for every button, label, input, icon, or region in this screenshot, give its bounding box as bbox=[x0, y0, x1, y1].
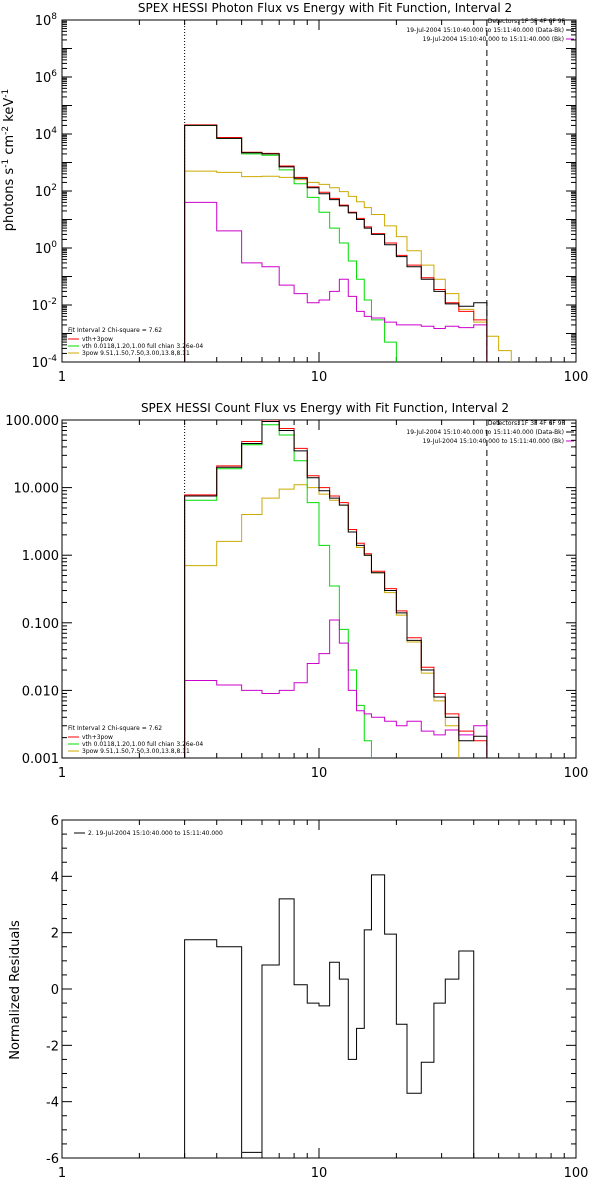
legend-entry: 3pow 9.51,1.50,7.50,3.00,13.8,8.11 bbox=[82, 748, 190, 755]
y-tick-exponent: 8 bbox=[51, 12, 57, 22]
x-tick-label: 1 bbox=[58, 1166, 66, 1181]
y-tick-exponent: -4 bbox=[48, 354, 57, 364]
y-tick-exponent: 4 bbox=[51, 126, 57, 136]
x-tick-label: 10 bbox=[311, 370, 328, 385]
y-tick-exponent: 0 bbox=[51, 240, 57, 250]
y-tick-label: 10.000 bbox=[14, 482, 60, 497]
legend-entry: vth+3pow bbox=[82, 336, 113, 343]
legend-entry: 19-Jul-2004 15:10:40.000 to 15:11:40.000… bbox=[406, 27, 564, 34]
series-group bbox=[184, 874, 475, 1158]
y-tick-label: 2 bbox=[51, 927, 59, 942]
y-axis-label: photons s-1 cm-2 keV-1 bbox=[1, 89, 17, 231]
legend-entry: 19-Jul-2004 15:10:40.000 to 15:11:40.000… bbox=[406, 429, 564, 436]
series-data-bk-line bbox=[184, 421, 488, 758]
legend-left: 2. 19-Jul-2004 15:10:40.000 to 15:11:40.… bbox=[74, 830, 223, 837]
legend-entry: Fit Interval 2 Chi-square = 7.62 bbox=[68, 327, 162, 334]
legend-entry: vth+3pow bbox=[82, 734, 113, 741]
y-tick-label: 0.100 bbox=[22, 617, 59, 632]
legend-entry: 2. 19-Jul-2004 15:10:40.000 to 15:11:40.… bbox=[88, 830, 223, 837]
y-tick-label: 6 bbox=[51, 814, 59, 829]
legend-entry: vth 0.0118,1.20,1.00 full chian 3.26e-04 bbox=[82, 741, 203, 748]
chart-title: SPEX HESSI Count Flux vs Energy with Fit… bbox=[141, 401, 509, 415]
legend-entry: vth 0.0118,1.20,1.00 full chian 3.26e-04 bbox=[82, 343, 203, 350]
x-tick-label: 100 bbox=[564, 1166, 589, 1181]
series-bk-line bbox=[184, 201, 488, 362]
series-vth-line bbox=[184, 124, 397, 362]
chart-title: SPEX HESSI Photon Flux vs Energy with Fi… bbox=[138, 1, 512, 15]
x-tick-label: 1 bbox=[58, 766, 66, 781]
y-tick-label: 0.001 bbox=[22, 752, 59, 767]
legend-right: Detectors: 1F 3F 4F 6F 9F 19-Jul-2004 15… bbox=[406, 420, 574, 445]
y-tick-label: -4 bbox=[46, 1096, 59, 1111]
series-2-19-jul-2004-15-10-40-000-to-15-11-40-000-line bbox=[184, 874, 475, 1158]
x-tick-label: 10 bbox=[311, 1166, 328, 1181]
y-tick-label: -2 bbox=[46, 1039, 59, 1054]
y-tick-exponent: -2 bbox=[48, 297, 57, 307]
y-tick-label: 0 bbox=[51, 983, 59, 998]
legend-right: Detectors: 1F 3F 4F 6F 9F 19-Jul-2004 15… bbox=[406, 18, 574, 43]
y-tick-label: -6 bbox=[46, 1152, 59, 1167]
legend-left: Fit Interval 2 Chi-square = 7.62 vth+3po… bbox=[68, 725, 203, 755]
legend-entry: 19-Jul-2004 15:10:40.000 to 15:11:40.000… bbox=[423, 438, 564, 445]
legend-entry: Detectors: 1F 3F 4F 6F 9F bbox=[488, 420, 566, 427]
series-data-bk-line bbox=[184, 124, 488, 362]
residuals-panel: 2. 19-Jul-2004 15:10:40.000 to 15:11:40.… bbox=[8, 814, 588, 1181]
y-tick-label: 4 bbox=[51, 870, 59, 885]
legend-entry: 3pow 9.51,1.50,7.50,3.00,13.8,8.11 bbox=[82, 350, 190, 357]
legend-entry: Fit Interval 2 Chi-square = 7.62 bbox=[68, 725, 162, 732]
y-tick-label: 100.000 bbox=[5, 414, 59, 429]
y-axis-label: Normalized Residuals bbox=[8, 920, 23, 1060]
y-tick-exponent: 2 bbox=[51, 183, 57, 193]
x-tick-label: 10 bbox=[311, 766, 328, 781]
legend-left: Fit Interval 2 Chi-square = 7.62 vth+3po… bbox=[68, 327, 203, 357]
series-group bbox=[184, 420, 488, 758]
legend-entry: Detectors: 1F 3F 4F 6F 9F bbox=[488, 18, 566, 25]
y-tick-label: 1.000 bbox=[22, 549, 59, 564]
legend-entry: 19-Jul-2004 15:10:40.000 to 15:11:40.000… bbox=[423, 36, 564, 43]
series-bk-line bbox=[184, 619, 488, 758]
count-flux-panel: SPEX HESSI Count Flux vs Energy with Fit… bbox=[5, 401, 588, 781]
x-tick-label: 100 bbox=[564, 370, 589, 385]
x-tick-label: 1 bbox=[58, 370, 66, 385]
y-tick-exponent: 6 bbox=[51, 69, 57, 79]
x-tick-label: 100 bbox=[564, 766, 589, 781]
y-tick-label: 0.010 bbox=[22, 684, 59, 699]
series-group bbox=[184, 124, 512, 362]
photon-flux-panel: SPEX HESSI Photon Flux vs Energy with Fi… bbox=[1, 1, 588, 385]
